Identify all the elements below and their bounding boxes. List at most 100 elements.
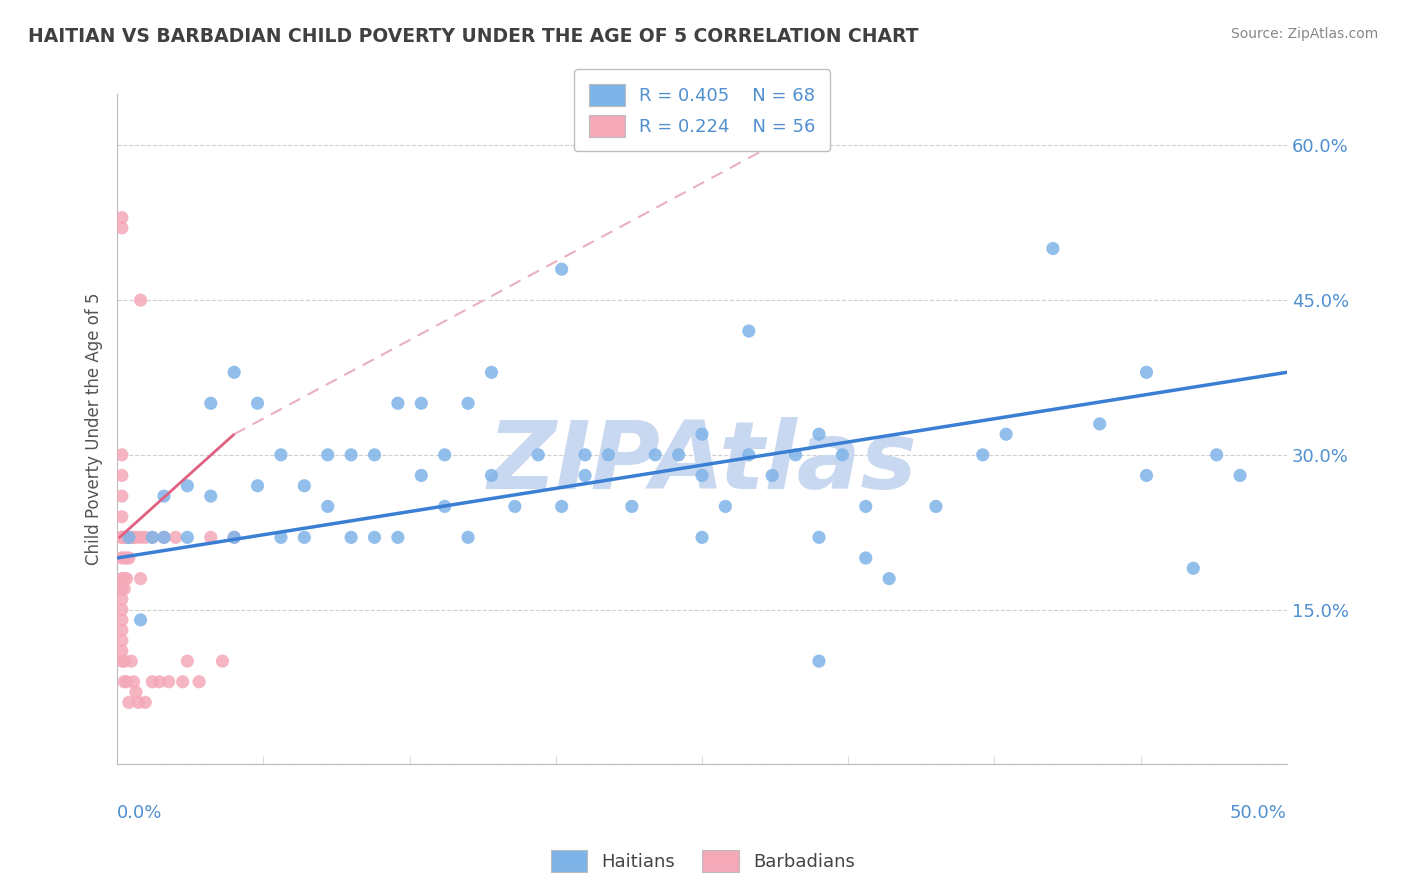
Point [855, 551, 877, 566]
Point [224, 530, 246, 544]
Point [115, 674, 138, 689]
Text: 50.0%: 50.0% [1230, 805, 1286, 822]
Point [481, 468, 503, 483]
Point [122, 530, 145, 544]
Point [690, 427, 713, 442]
Text: HAITIAN VS BARBADIAN CHILD POVERTY UNDER THE AGE OF 5 CORRELATION CHART: HAITIAN VS BARBADIAN CHILD POVERTY UNDER… [28, 27, 918, 45]
Point [127, 695, 149, 709]
Point [340, 530, 363, 544]
Point [120, 654, 142, 668]
Point [785, 448, 807, 462]
Point [855, 500, 877, 514]
Point [292, 530, 315, 544]
Point [153, 530, 176, 544]
Point [157, 674, 180, 689]
Point [270, 530, 292, 544]
Point [120, 530, 142, 544]
Point [118, 695, 141, 709]
Point [246, 396, 269, 410]
Point [134, 695, 156, 709]
Point [1182, 561, 1205, 575]
Legend: Haitians, Barbadians: Haitians, Barbadians [544, 843, 862, 879]
Point [831, 448, 853, 462]
Point [111, 582, 134, 596]
Point [111, 572, 134, 586]
Point [165, 530, 187, 544]
Point [111, 654, 134, 668]
Point [111, 551, 134, 566]
Point [807, 530, 830, 544]
Point [111, 623, 134, 637]
Point [153, 530, 176, 544]
Point [111, 448, 134, 462]
Point [111, 592, 134, 607]
Point [316, 448, 339, 462]
Point [574, 468, 596, 483]
Point [550, 500, 572, 514]
Legend: R = 0.405    N = 68, R = 0.224    N = 56: R = 0.405 N = 68, R = 0.224 N = 56 [574, 70, 830, 152]
Point [807, 654, 830, 668]
Point [111, 509, 134, 524]
Point [387, 530, 409, 544]
Point [807, 427, 830, 442]
Point [363, 530, 385, 544]
Point [211, 654, 233, 668]
Point [363, 448, 385, 462]
Point [270, 448, 292, 462]
Point [411, 396, 433, 410]
Point [111, 644, 134, 658]
Point [111, 613, 134, 627]
Point [125, 685, 148, 699]
Point [224, 530, 246, 544]
Point [527, 448, 550, 462]
Point [738, 448, 761, 462]
Point [644, 448, 666, 462]
Point [118, 530, 141, 544]
Point [1135, 468, 1157, 483]
Point [111, 211, 134, 225]
Point [200, 396, 222, 410]
Point [200, 489, 222, 503]
Text: Source: ZipAtlas.com: Source: ZipAtlas.com [1230, 27, 1378, 41]
Point [111, 468, 134, 483]
Point [112, 654, 135, 668]
Point [340, 448, 363, 462]
Point [457, 530, 479, 544]
Point [176, 479, 198, 493]
Point [738, 324, 761, 338]
Point [316, 500, 339, 514]
Point [129, 293, 152, 307]
Point [129, 572, 152, 586]
Point [153, 489, 176, 503]
Point [690, 530, 713, 544]
Y-axis label: Child Poverty Under the Age of 5: Child Poverty Under the Age of 5 [86, 293, 103, 566]
Point [112, 674, 135, 689]
Point [125, 530, 148, 544]
Point [112, 530, 135, 544]
Point [668, 448, 690, 462]
Point [1042, 242, 1064, 256]
Point [481, 365, 503, 379]
Point [111, 602, 134, 616]
Point [148, 674, 170, 689]
Point [503, 500, 526, 514]
Point [111, 221, 134, 235]
Point [176, 654, 198, 668]
Point [224, 365, 246, 379]
Point [129, 613, 152, 627]
Point [1088, 417, 1111, 431]
Point [118, 530, 141, 544]
Point [129, 530, 152, 544]
Point [550, 262, 572, 277]
Point [387, 396, 409, 410]
Point [134, 530, 156, 544]
Point [925, 500, 948, 514]
Point [122, 674, 145, 689]
Point [111, 530, 134, 544]
Point [972, 448, 994, 462]
Point [714, 500, 737, 514]
Point [761, 468, 783, 483]
Point [141, 674, 163, 689]
Text: 0.0%: 0.0% [117, 805, 163, 822]
Point [292, 479, 315, 493]
